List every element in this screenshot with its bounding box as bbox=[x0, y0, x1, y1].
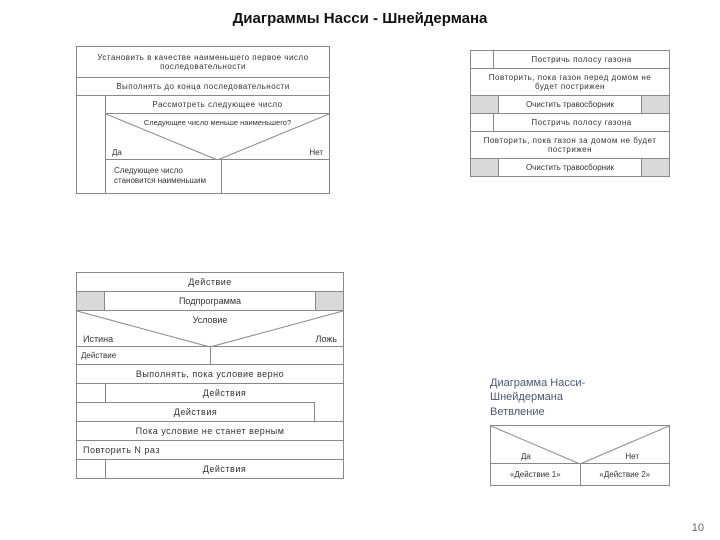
d4-left: «Действие 1» bbox=[491, 464, 581, 485]
d1-cond-text: Следующее число меньше наименьшего? bbox=[106, 118, 329, 127]
d3-r4: Выполнять, пока условие верно bbox=[77, 365, 343, 384]
d4-cond-yes: Да bbox=[521, 452, 531, 461]
d3-r2: Подпрограмма bbox=[105, 292, 315, 310]
d3-branch-empty bbox=[211, 347, 344, 364]
d1-step-2: Рассмотреть следующее число bbox=[106, 96, 329, 114]
d1-cond-no: Нет bbox=[309, 148, 323, 157]
d1-condition: Следующее число меньше наименьшего? Да Н… bbox=[106, 114, 329, 160]
d3-while-body: Действия bbox=[105, 384, 343, 402]
d3-r8: Повторить N раз bbox=[77, 441, 343, 460]
d3-r5: Действия bbox=[106, 384, 343, 402]
d2-a5: Повторить, пока газон за домом не будет … bbox=[471, 131, 669, 159]
d1-cond-yes: Да bbox=[112, 148, 122, 157]
d3-r7: Пока условие не станет верным bbox=[77, 421, 343, 441]
d2-a4: Постричь полосу газона bbox=[494, 114, 669, 131]
page-number: 10 bbox=[692, 522, 704, 534]
d2-body-1: Постричь полосу газона bbox=[493, 51, 669, 68]
d1-branch-no bbox=[222, 160, 329, 193]
shade-icon bbox=[641, 96, 669, 113]
shade-icon bbox=[471, 159, 499, 176]
d3-repeat-body: Действия bbox=[105, 460, 343, 478]
d2-a3: Очистить травосборник bbox=[499, 96, 641, 113]
d4-condition: Да Нет bbox=[491, 426, 669, 464]
d3-r3: Действие bbox=[77, 347, 211, 364]
d3-until-body: Действия bbox=[77, 402, 315, 421]
d1-branch-yes: Следующее число становится наименьшим bbox=[106, 160, 222, 193]
d3-condition: Условие Истина Ложь bbox=[77, 311, 343, 347]
d3-sub-row: Подпрограмма bbox=[77, 292, 343, 311]
d3-branches: Действие bbox=[77, 347, 343, 365]
d2-a2: Повторить, пока газон перед домом не буд… bbox=[471, 68, 669, 96]
d2-body-2: Постричь полосу газона bbox=[493, 114, 669, 131]
d1-branches: Следующее число становится наименьшим bbox=[106, 160, 329, 193]
d1-step-1: Установить в качестве наименьшего первое… bbox=[77, 47, 329, 78]
d4-branches: «Действие 1» «Действие 2» bbox=[491, 464, 669, 485]
d2-a3-row: Очистить травосборник bbox=[471, 96, 669, 114]
shade-icon bbox=[315, 292, 343, 310]
d3-r1: Действие bbox=[77, 273, 343, 292]
ns-diagram-generic: Действие Подпрограмма Условие Истина Лож… bbox=[76, 272, 344, 479]
ns-diagram-min-sequence: Установить в качестве наименьшего первое… bbox=[76, 46, 330, 194]
d3-r9: Действия bbox=[106, 460, 343, 478]
d4-cond-no: Нет bbox=[625, 452, 639, 461]
d2-a6: Очистить травосборник bbox=[499, 159, 641, 176]
page-title: Диаграммы Насси - Шнейдермана bbox=[0, 10, 720, 27]
d1-loop-header: Выполнять до конца последовательности bbox=[77, 78, 329, 96]
d1-loop-body: Рассмотреть следующее число Следующее чи… bbox=[105, 96, 329, 193]
shade-icon bbox=[77, 292, 105, 310]
ns-diagram-lawn: Постричь полосу газона Повторить, пока г… bbox=[470, 50, 670, 177]
d3-cond-yes: Истина bbox=[83, 334, 113, 344]
ns-diagram-branching: Диаграмма Насси- Шнейдермана Ветвление Д… bbox=[490, 376, 670, 486]
d4-caption: Диаграмма Насси- Шнейдермана Ветвление bbox=[490, 376, 670, 419]
shade-icon bbox=[471, 96, 499, 113]
d3-cond-no: Ложь bbox=[315, 334, 337, 344]
d2-a6-row: Очистить травосборник bbox=[471, 159, 669, 176]
d3-r6: Действия bbox=[77, 403, 314, 421]
d2-a1: Постричь полосу газона bbox=[494, 51, 669, 68]
d4-right: «Действие 2» bbox=[581, 464, 670, 485]
shade-icon bbox=[641, 159, 669, 176]
d3-cond-text: Условие bbox=[77, 315, 343, 326]
